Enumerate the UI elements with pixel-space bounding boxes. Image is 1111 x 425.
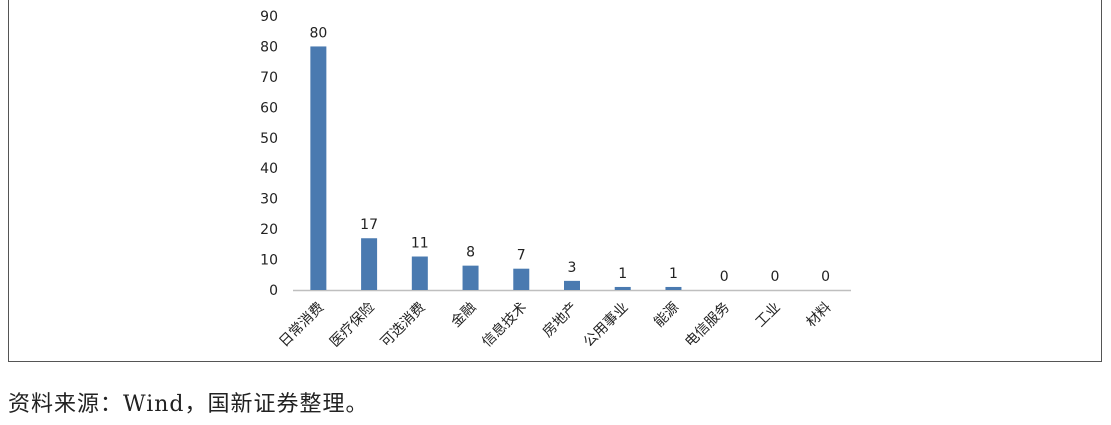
bar: [411, 256, 428, 290]
data-label: 7: [517, 248, 526, 264]
category-label: 医疗保险: [327, 300, 378, 351]
y-tick-label: 50: [260, 131, 278, 147]
category-label: 公用事业: [581, 300, 632, 351]
data-label: 17: [360, 217, 378, 233]
category-label: 信息技术: [478, 299, 530, 351]
data-label: 11: [411, 236, 429, 252]
category-label: 工业: [753, 300, 784, 331]
data-label: 1: [669, 266, 678, 282]
chart-frame: 0 10 20 30 40 50 60 70 80 90 80 日常消费 17 医疗保险 11 可选消费 8 金融…: [8, 0, 1102, 362]
category-label: 可选消费: [378, 300, 429, 351]
bar: [361, 238, 378, 290]
y-tick-label: 60: [260, 100, 278, 116]
data-label: 3: [568, 260, 577, 276]
data-label: 0: [770, 269, 779, 285]
bar: [614, 286, 631, 290]
category-label: 日常消费: [276, 300, 327, 351]
y-tick-label: 80: [260, 39, 278, 55]
category-label: 房地产: [540, 300, 581, 341]
y-tick-label: 70: [260, 70, 278, 86]
bar: [513, 268, 530, 290]
bar: [462, 265, 479, 290]
data-label: 8: [466, 245, 475, 261]
y-tick-label: 30: [260, 192, 278, 208]
bar-chart: 010203040506070809080日常消费17医疗保险11可选消费8金融…: [260, 9, 851, 351]
y-tick-label: 10: [260, 253, 278, 269]
category-label: 电信服务: [682, 300, 733, 351]
y-tick-label: 0: [269, 283, 278, 299]
category-label: 能源: [651, 300, 682, 331]
bar: [310, 46, 327, 290]
bar: [564, 280, 580, 290]
data-label: 0: [720, 269, 729, 285]
category-label: 材料: [803, 300, 834, 331]
source-note: 资料来源：Wind，国新证券整理。: [8, 392, 369, 417]
y-tick-label: 20: [260, 222, 278, 238]
data-label: 80: [309, 25, 327, 41]
category-label: 金融: [448, 300, 479, 331]
data-label: 0: [821, 269, 830, 285]
y-tick-label: 40: [260, 161, 278, 177]
y-tick-label: 90: [260, 9, 278, 25]
data-label: 1: [618, 266, 627, 282]
bar: [665, 286, 682, 290]
